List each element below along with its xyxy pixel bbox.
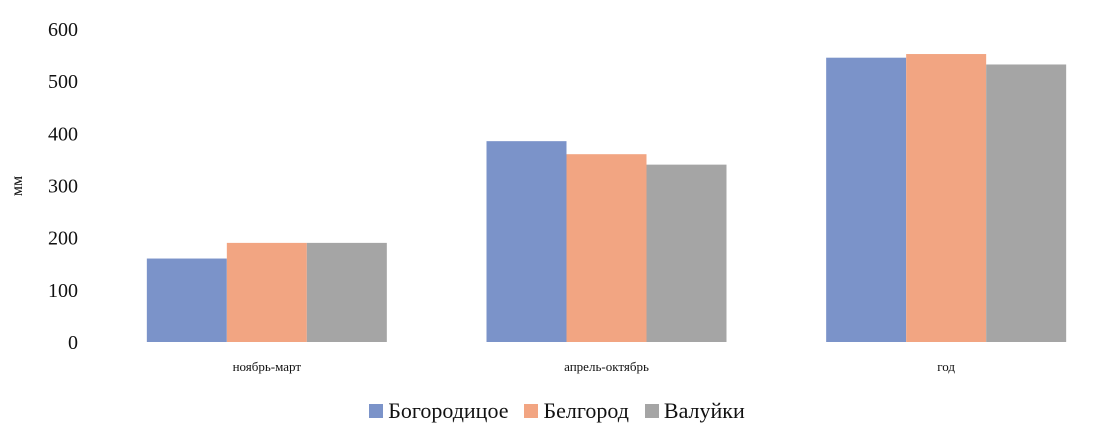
legend-label: Богородицое xyxy=(388,398,509,423)
y-tick-label: 300 xyxy=(48,176,78,198)
bar-1-2 xyxy=(486,141,567,342)
bar-3-2 xyxy=(646,164,727,342)
legend-label: Валуйки xyxy=(663,398,745,423)
legend: Богородицое Белгород Валуйки xyxy=(0,396,1114,426)
bar-3-1 xyxy=(306,242,387,342)
legend-item: Валуйки xyxy=(644,398,745,424)
legend-label: Белгород xyxy=(543,398,629,423)
y-axis-ticks: 0 100 200 300 400 500 600 xyxy=(48,19,78,354)
x-category-label: ноябрь-март xyxy=(233,359,302,374)
y-tick-label: 600 xyxy=(48,19,78,41)
y-tick-label: 0 xyxy=(68,332,78,354)
y-axis-label: мм xyxy=(9,176,26,196)
bar-2-3 xyxy=(906,54,987,342)
y-tick-label: 400 xyxy=(48,123,78,145)
legend-item: Богородицое xyxy=(369,398,508,424)
legend-swatch xyxy=(369,404,384,418)
bar-2-1 xyxy=(226,242,307,342)
legend-swatch xyxy=(644,404,659,418)
bar-2-2 xyxy=(566,154,647,342)
y-tick-label: 500 xyxy=(48,71,78,93)
x-axis-labels: ноябрь-март апрель-октябрь год xyxy=(233,359,956,374)
bar-3-3 xyxy=(986,64,1067,343)
y-tick-label: 100 xyxy=(48,280,78,302)
x-category-label: год xyxy=(937,359,955,374)
legend-item: Белгород xyxy=(524,398,629,424)
y-tick-label: 200 xyxy=(48,228,78,250)
x-category-label: апрель-октябрь xyxy=(564,359,649,374)
bars xyxy=(146,54,1067,343)
bar-1-1 xyxy=(146,258,227,342)
legend-swatch xyxy=(524,404,539,418)
bar-1-3 xyxy=(826,57,907,343)
